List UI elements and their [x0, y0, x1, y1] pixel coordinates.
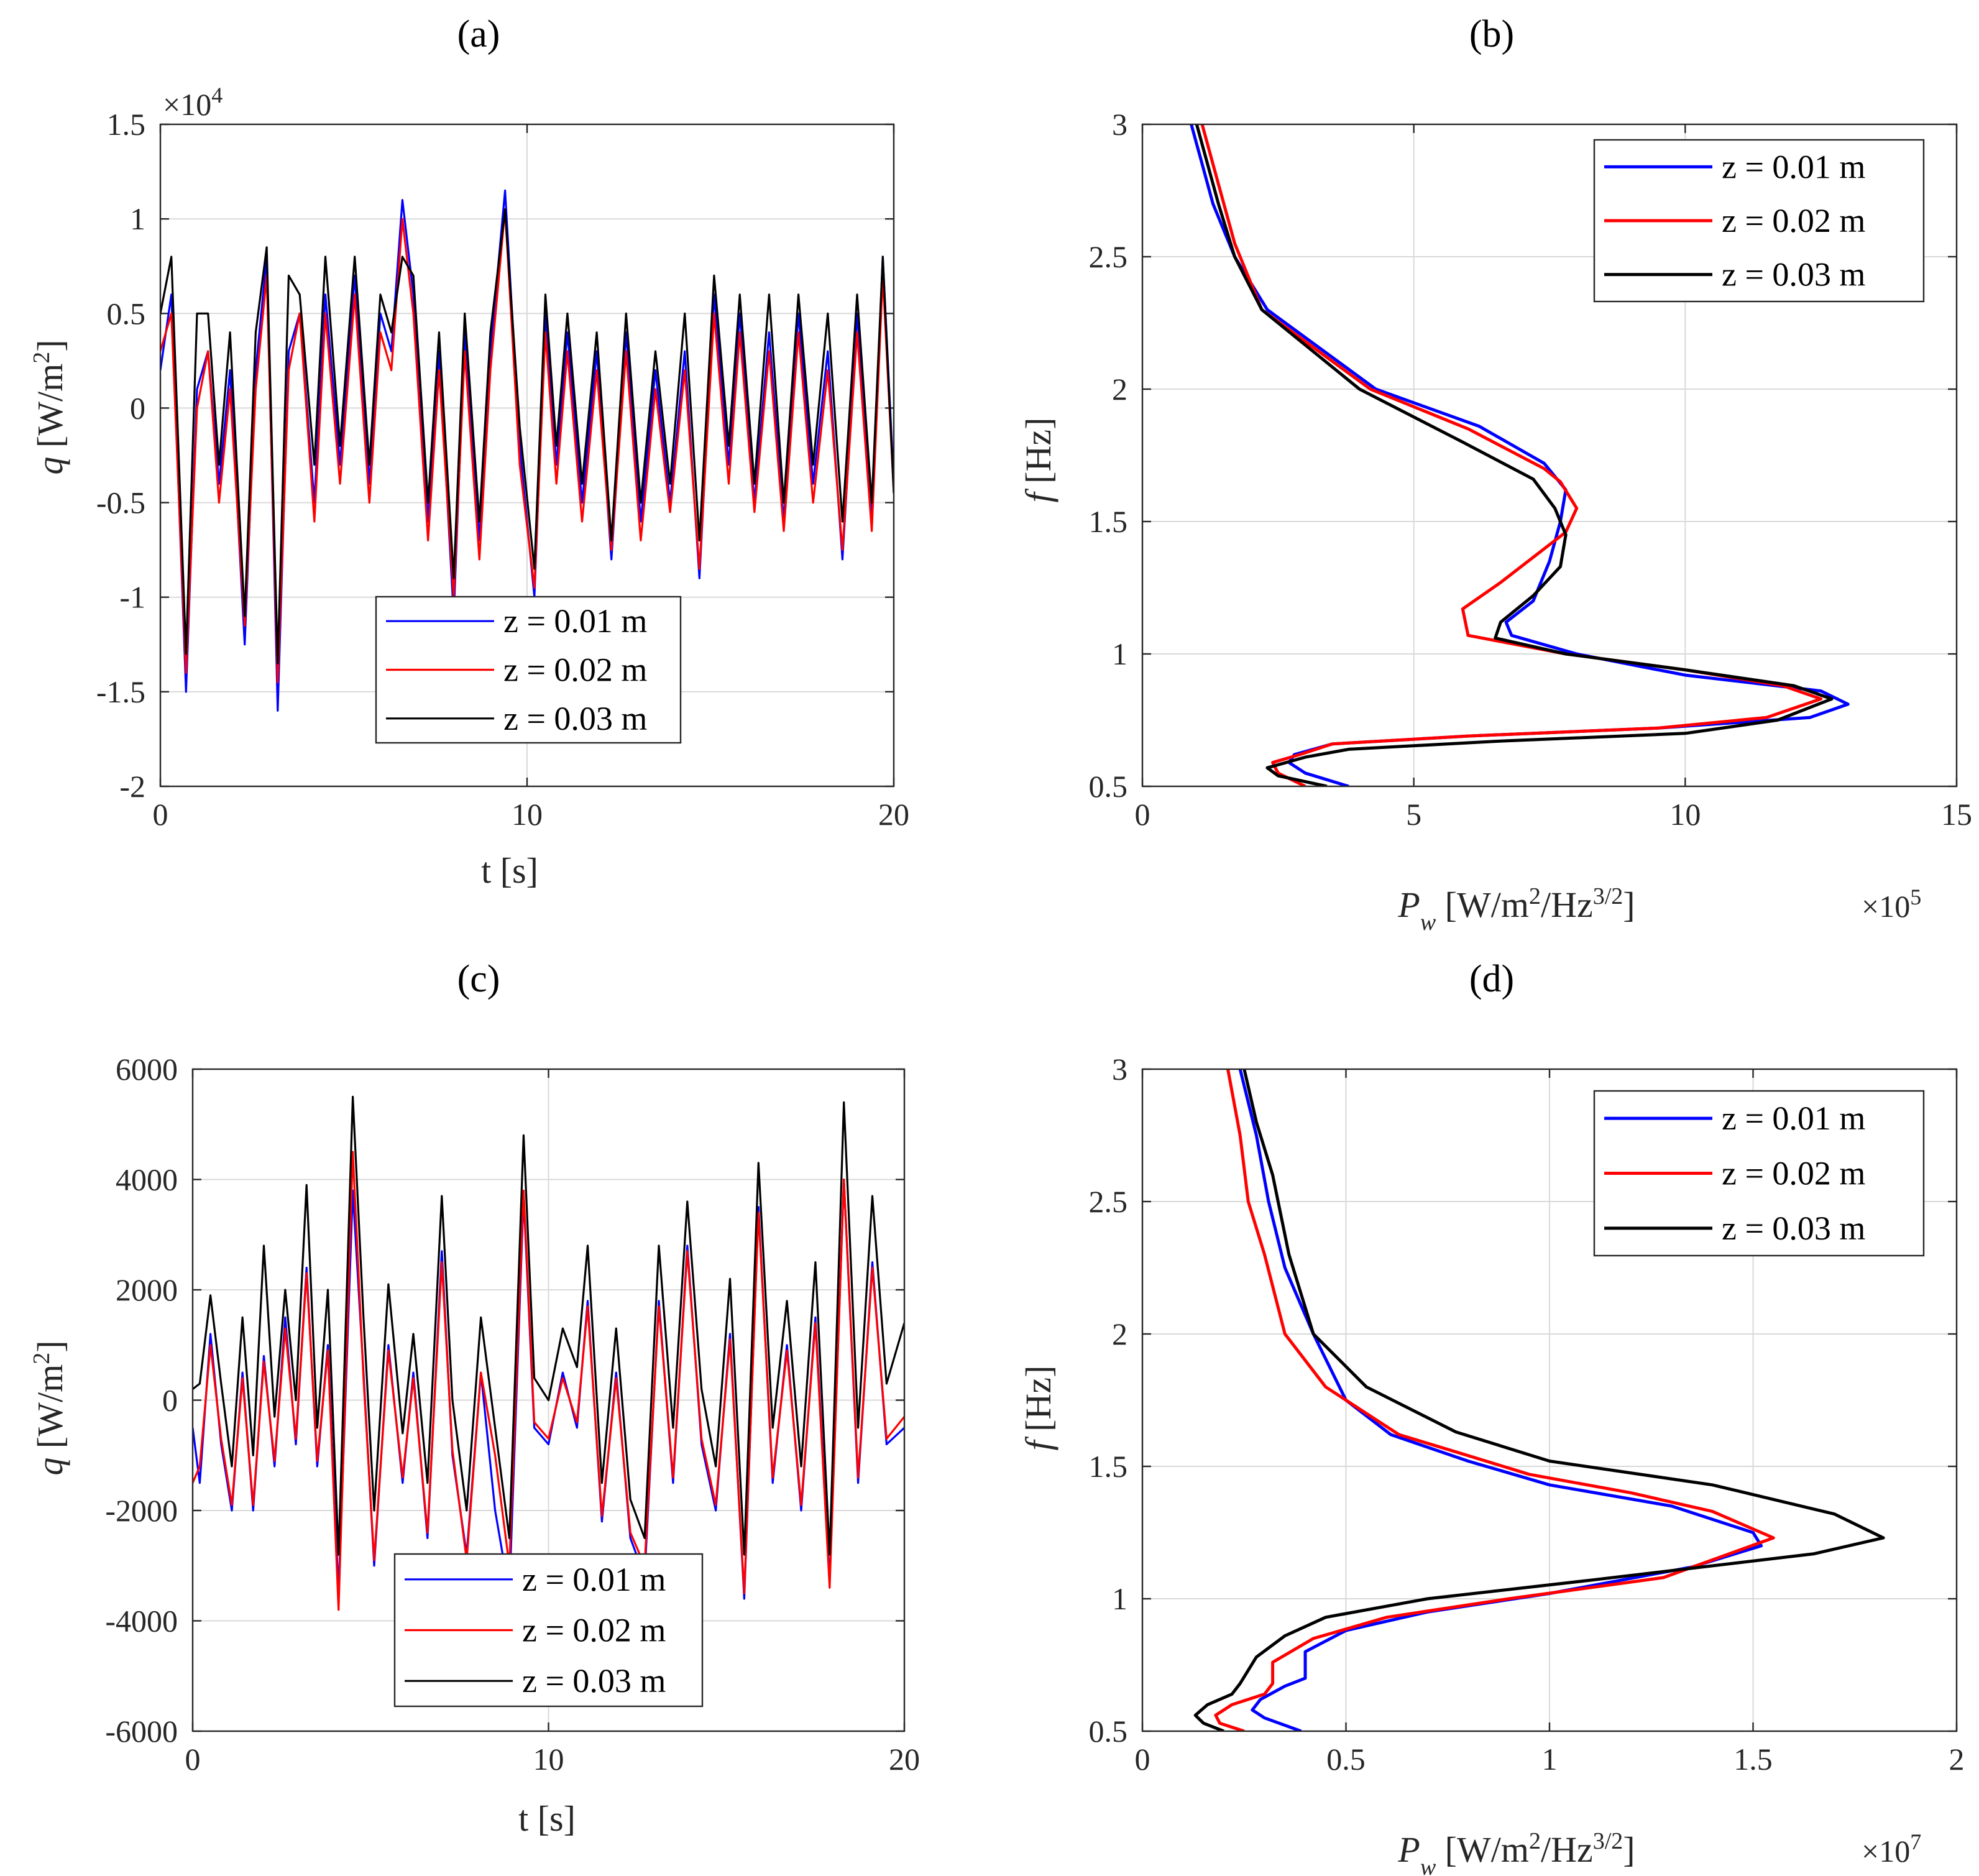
panel-c-ytick-label: 0 — [162, 1383, 178, 1418]
panel-b-ytick-label: 0.5 — [1089, 769, 1128, 804]
panel-b-ytick-label: 1.5 — [1089, 504, 1128, 539]
panel-b-xtick-label: 5 — [1406, 797, 1421, 832]
panel-c-legend-label: z = 0.02 m — [522, 1612, 666, 1649]
panel-d-series-2 — [1214, 1069, 1775, 1731]
panel-d-ytick-label: 1 — [1112, 1581, 1127, 1616]
panel-d-legend-label: z = 0.01 m — [1722, 1100, 1865, 1137]
panel-a-ytick-label: 0 — [130, 390, 145, 425]
panel-d-ytick-label: 2 — [1112, 1317, 1127, 1351]
panel-d-xtick-label: 2 — [1949, 1742, 1965, 1777]
panel-c-chart: 0 10 20 -6000 -4000 -2000 0 2000 4000 6000 z = 0.0… — [105, 1052, 920, 1777]
panel-b-ylabel: f [Hz] — [1018, 418, 1058, 503]
panel-d-series-3 — [1193, 1069, 1885, 1731]
panel-a-ytick-label: 0.5 — [107, 296, 146, 331]
panel-a-chart: 0 10 20 -2 -1.5 -1 -0.5 0 0.5 1 1.5 z = 0.01 m z = 0… — [96, 107, 909, 832]
panel-b-legend-label: z = 0.02 m — [1722, 202, 1865, 239]
panel-a-series-3 — [160, 208, 894, 664]
panel-a-xlabel: t [s] — [481, 850, 538, 891]
panel-c-xtick-label: 20 — [889, 1742, 920, 1777]
panel-a-ytick-label: -2 — [119, 769, 145, 804]
panel-b-ytick-label: 1 — [1112, 637, 1127, 671]
panel-d-legend-label: z = 0.03 m — [1722, 1210, 1865, 1247]
panel-c-legend-label: z = 0.01 m — [522, 1561, 666, 1598]
panel-d-series-1 — [1238, 1069, 1763, 1731]
panel-d-xtick-label: 0.5 — [1326, 1742, 1366, 1777]
panel-c-legend-label: z = 0.03 m — [522, 1662, 666, 1699]
panel-a-ytick-label: -1.5 — [96, 674, 145, 709]
panel-a-ytick-label: 1.5 — [107, 107, 146, 142]
panel-b-title: (b) — [1469, 13, 1514, 55]
panel-c-xtick-label: 10 — [533, 1742, 564, 1777]
panel-b-chart: 0 5 10 15 0.5 1 1.5 2 2.5 3 z = 0.01 m z = 0.02 m z … — [1089, 107, 1973, 832]
panel-a-frame — [159, 123, 895, 788]
panel-b-xtick-label: 15 — [1941, 797, 1972, 832]
panel-a-xtick-label: 10 — [512, 797, 543, 832]
panel-c-ytick-label: 6000 — [116, 1052, 178, 1087]
panel-a-legend-label: z = 0.01 m — [503, 602, 647, 640]
panel-d-xtick-label: 0 — [1135, 1742, 1150, 1777]
panel-a-ytick-label: -0.5 — [96, 485, 145, 520]
panel-d-multiplier: ×107 — [1862, 1829, 1921, 1869]
panel-b-xtick-label: 0 — [1135, 797, 1150, 832]
panel-d-xtick-label: 1.5 — [1733, 1742, 1773, 1777]
panel-d-ytick-label: 0.5 — [1089, 1714, 1128, 1749]
panel-d-xlabel: Pw [W/m2/Hz3/2] — [1397, 1828, 1635, 1876]
panel-b-xtick-label: 10 — [1669, 797, 1701, 832]
panel-a-ytick-label: 1 — [130, 201, 145, 236]
panel-c-series-2 — [193, 1151, 904, 1611]
panel-b-multiplier: ×105 — [1862, 885, 1921, 924]
panel-a-xtick-label: 0 — [153, 797, 168, 832]
panel-c-ylabel: q [W/m2] — [29, 1340, 70, 1475]
panel-a-xtick-label: 20 — [878, 797, 909, 832]
panel-a-multiplier: ×104 — [163, 83, 223, 122]
panel-b-xlabel: Pw [W/m2/Hz3/2] — [1397, 883, 1635, 936]
panel-c-series-3 — [193, 1095, 904, 1556]
panel-d-legend-label: z = 0.02 m — [1722, 1155, 1865, 1192]
panel-d-ytick-label: 2.5 — [1089, 1184, 1128, 1219]
panel-c-ytick-label: 2000 — [116, 1272, 178, 1307]
panel-c-ytick-label: 4000 — [116, 1162, 178, 1197]
panel-b-ytick-label: 3 — [1112, 107, 1127, 142]
panel-d-ytick-label: 3 — [1112, 1052, 1127, 1087]
panel-c-ytick-label: -6000 — [105, 1714, 178, 1749]
panel-a-legend-label: z = 0.03 m — [503, 700, 647, 737]
panel-b-series-3 — [1195, 124, 1834, 786]
panel-a-legend-label: z = 0.02 m — [503, 651, 647, 689]
panel-b-legend-label: z = 0.01 m — [1722, 148, 1865, 185]
panel-b-legend-label: z = 0.03 m — [1722, 256, 1865, 293]
panel-a-ytick-label: -1 — [119, 580, 145, 615]
panel-b-ytick-label: 2 — [1112, 372, 1127, 407]
panel-d-chart: 0 0.5 1 1.5 20.511.522.53z = 0.01 mz = 0.02 … — [1089, 1052, 1965, 1777]
panel-d-ytick-label: 1.5 — [1089, 1449, 1128, 1484]
panel-c-title: (c) — [457, 958, 500, 1000]
panel-c-xtick-label: 0 — [185, 1742, 201, 1777]
panel-c-ytick-label: -4000 — [105, 1604, 178, 1639]
panel-c-xlabel: t [s] — [518, 1798, 576, 1839]
panel-d-ylabel: f [Hz] — [1018, 1366, 1058, 1451]
panel-d-title: (d) — [1469, 958, 1514, 1000]
panel-c-frame — [191, 1068, 906, 1732]
panel-d-xtick-label: 1 — [1542, 1742, 1558, 1777]
panel-b-ytick-label: 2.5 — [1089, 239, 1128, 274]
panel-b-frame — [1141, 123, 1958, 788]
panel-a-ylabel: q [W/m2] — [29, 339, 70, 474]
panel-a-title: (a) — [457, 13, 500, 55]
panel-c-ytick-label: -2000 — [105, 1493, 178, 1528]
panel-d-frame — [1141, 1068, 1958, 1732]
